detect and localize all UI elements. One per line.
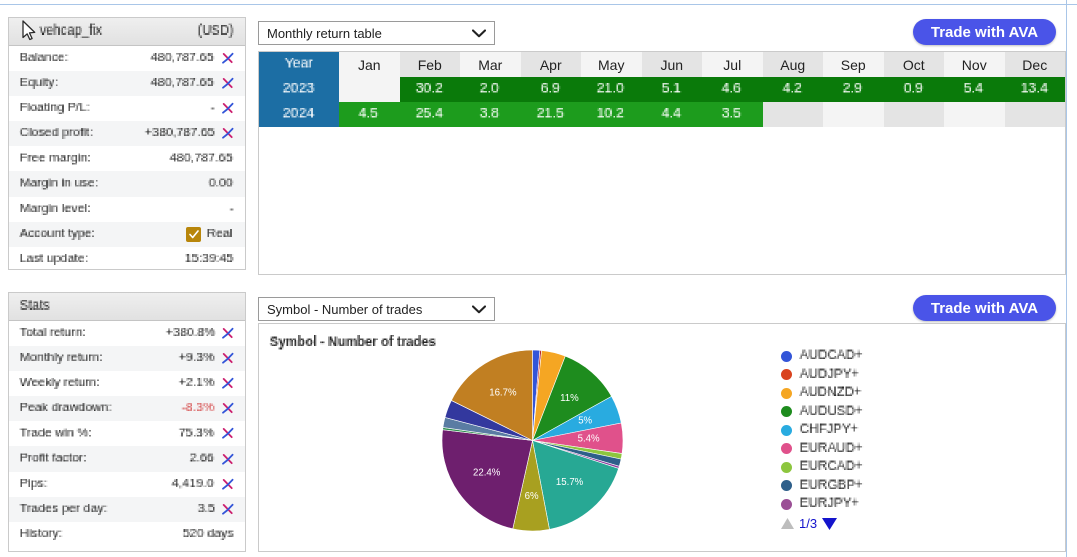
svg-text:6%: 6% — [525, 491, 539, 502]
svg-text:22.4%: 22.4% — [473, 467, 501, 478]
svg-text:5%: 5% — [578, 416, 592, 427]
svg-text:16.7%: 16.7% — [489, 387, 517, 398]
svg-text:11%: 11% — [560, 393, 579, 404]
svg-text:15.7%: 15.7% — [556, 477, 584, 488]
svg-text:5.4%: 5.4% — [578, 434, 600, 445]
